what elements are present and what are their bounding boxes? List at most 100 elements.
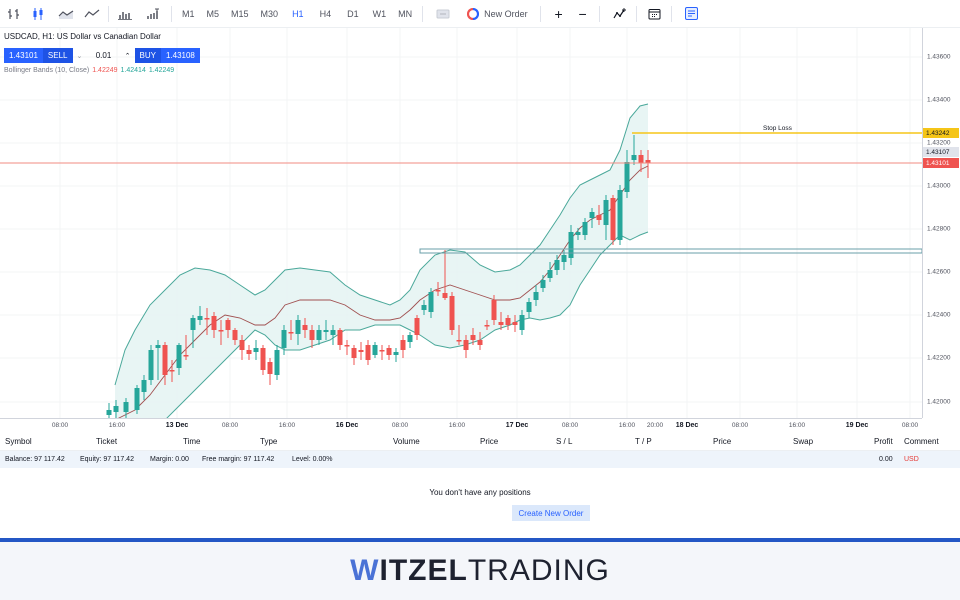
- chart-toolbar: M1 M5 M15 M30 H1 H4 D1 W1 MN New Order +…: [0, 0, 960, 28]
- time-tick: 08:00: [731, 422, 749, 429]
- timeframe-m1[interactable]: M1: [182, 8, 195, 19]
- time-tick: 13 Dec: [165, 422, 189, 429]
- increase-volume-icon[interactable]: ⌃: [124, 52, 131, 60]
- buy-label: BUY: [134, 48, 161, 63]
- decrease-volume-icon[interactable]: ⌄: [76, 52, 83, 60]
- column-sl[interactable]: S / L: [556, 436, 573, 446]
- zoom-in-button[interactable]: +: [547, 0, 571, 28]
- no-positions-message: You don't have any positions: [429, 488, 531, 497]
- free-margin: Free margin: 97 117.42: [202, 456, 275, 463]
- timeframe-h1[interactable]: H1: [292, 8, 304, 19]
- timeframe-m15[interactable]: M15: [231, 8, 249, 19]
- column-ticket[interactable]: Ticket: [96, 436, 118, 446]
- time-axis[interactable]: 08:00 16:00 13 Dec 08:00 16:00 16 Dec 08:00 16:…: [0, 418, 922, 432]
- indicator-middle: 1.42414: [120, 67, 146, 74]
- minus-icon: −: [578, 5, 587, 22]
- time-tick: 16:00: [108, 422, 126, 429]
- one-click-trade-bar: 1.43101 SELL ⌄ 0.01 ⌃ BUY 1.43108: [4, 48, 200, 63]
- volume-stepper[interactable]: ⌄ 0.01 ⌃: [73, 48, 135, 63]
- column-volume[interactable]: Volume: [393, 436, 420, 446]
- bid-price-label: 1.43101: [923, 158, 959, 168]
- new-order-label: New Order: [484, 8, 528, 19]
- area-chart-button[interactable]: [54, 0, 78, 28]
- price-tick: 1.43400: [927, 96, 951, 104]
- price-tick: 1.42800: [927, 225, 951, 233]
- time-tick: 18 Dec: [675, 422, 699, 429]
- volume-value[interactable]: 0.01: [95, 51, 112, 60]
- separator: [422, 5, 424, 22]
- time-tick: 08:00: [901, 422, 919, 429]
- separator: [670, 5, 672, 22]
- timeframe-w1[interactable]: W1: [372, 8, 387, 19]
- stop-loss-price-label[interactable]: 1.43242: [923, 128, 959, 138]
- price-tick: 1.42600: [927, 268, 951, 276]
- indicator-legend[interactable]: Bollinger Bands (10, Close) 1.42249 1.42…: [4, 67, 200, 74]
- sell-price: 1.43101: [9, 51, 38, 60]
- separator: [108, 5, 109, 22]
- column-swap[interactable]: Swap: [793, 436, 814, 446]
- time-tick: 08:00: [391, 422, 409, 429]
- account-currency: USD: [904, 456, 919, 463]
- indicator-lower: 1.42249: [92, 67, 118, 74]
- timeframe-m5[interactable]: M5: [206, 8, 220, 19]
- margin-level: Level: 0.00%: [292, 456, 333, 463]
- volume-button[interactable]: [113, 0, 137, 28]
- column-comment[interactable]: Comment: [904, 436, 939, 446]
- price-axis[interactable]: 1.43600 1.43400 1.43200 1.43000 1.42800 …: [922, 28, 960, 418]
- time-tick: 08:00: [561, 422, 579, 429]
- chart-legend: USDCAD, H1: US Dollar vs Canadian Dollar…: [4, 32, 200, 74]
- indicator-name: Bollinger Bands (10, Close): [4, 67, 90, 74]
- create-new-order-button[interactable]: Create New Order: [512, 505, 590, 521]
- price-chart[interactable]: USDCAD, H1: US Dollar vs Canadian Dollar…: [0, 28, 922, 418]
- trading-panel-icon: [685, 7, 699, 20]
- timeframe-h4[interactable]: H4: [319, 8, 332, 19]
- price-tick: 1.43200: [927, 139, 951, 147]
- separator: [539, 5, 541, 22]
- new-order-icon: [467, 7, 480, 20]
- candles-icon: [33, 7, 43, 20]
- candles-chart-button[interactable]: [26, 0, 50, 28]
- buy-price: 1.43108: [165, 51, 195, 60]
- indicator-upper: 1.42249: [148, 67, 175, 74]
- timeframe-mn[interactable]: MN: [398, 8, 413, 19]
- one-click-trading-icon: [436, 9, 450, 18]
- column-profit[interactable]: Profit: [874, 436, 893, 446]
- column-tp[interactable]: T / P: [635, 436, 652, 446]
- zoom-out-button[interactable]: −: [571, 0, 595, 28]
- price-tick: 1.42000: [927, 398, 951, 406]
- separator: [171, 5, 172, 22]
- timeframe-m30[interactable]: M30: [260, 8, 279, 19]
- equity: Equity: 97 117.42: [80, 456, 134, 463]
- trading-panel-button[interactable]: [680, 0, 704, 28]
- time-tick: 16:00: [788, 422, 806, 429]
- calendar-button[interactable]: [643, 0, 667, 28]
- price-tick: 1.42200: [927, 354, 951, 362]
- tick-volume-button[interactable]: [141, 0, 165, 28]
- sell-button[interactable]: 1.43101 SELL: [4, 48, 73, 63]
- separator: [598, 5, 600, 22]
- symbol-title: USDCAD, H1: US Dollar vs Canadian Dollar: [4, 32, 161, 41]
- account-summary-row: Balance: 97 117.42 Equity: 97 117.42 Mar…: [0, 451, 960, 468]
- one-click-trading-button[interactable]: [431, 0, 455, 28]
- timeframe-d1[interactable]: D1: [347, 8, 359, 19]
- buy-button[interactable]: BUY 1.43108: [134, 48, 200, 63]
- line-chart-button[interactable]: [80, 0, 104, 28]
- column-time[interactable]: Time: [183, 436, 201, 446]
- time-tick: 19 Dec: [845, 422, 869, 429]
- logo-itzel: ITZEL: [379, 554, 468, 587]
- line-icon: [84, 9, 100, 17]
- column-price[interactable]: Price: [480, 436, 499, 446]
- column-type[interactable]: Type: [260, 436, 278, 446]
- time-tick: 16:00: [448, 422, 466, 429]
- balance: Balance: 97 117.42: [5, 456, 65, 463]
- area-icon: [58, 10, 74, 19]
- witzel-trading-logo: W ITZEL TRADING: [350, 554, 610, 588]
- column-current-price[interactable]: Price: [713, 436, 732, 446]
- indicators-button[interactable]: [608, 0, 632, 28]
- new-order-button[interactable]: New Order: [459, 7, 536, 20]
- brand-footer: W ITZEL TRADING: [0, 538, 960, 600]
- bars-chart-button[interactable]: [2, 0, 26, 28]
- candlestick-chart[interactable]: [0, 28, 922, 418]
- column-symbol[interactable]: Symbol: [5, 436, 32, 446]
- indicators-icon: [613, 7, 626, 18]
